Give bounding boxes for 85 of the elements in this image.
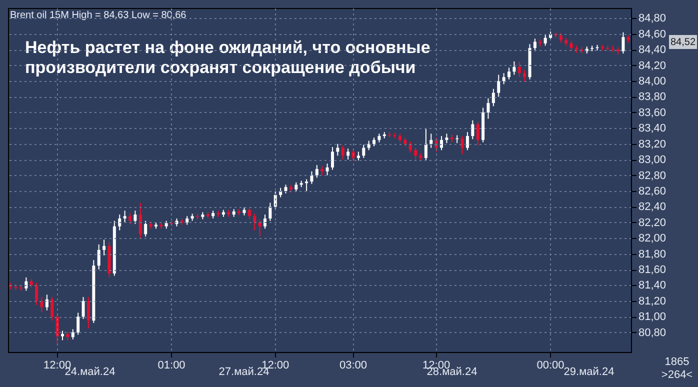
candlestick (253, 213, 256, 231)
candlestick (440, 136, 444, 151)
candlestick (544, 33, 547, 46)
candlestick (310, 170, 314, 184)
candlestick (476, 121, 480, 146)
candlestick (315, 164, 318, 178)
candlestick (82, 296, 85, 320)
candlestick (424, 128, 428, 161)
y-tick-label: 82,40 (638, 201, 666, 214)
candlestick (268, 202, 272, 222)
text: 27.май.24 (218, 366, 270, 378)
candlestick (118, 214, 122, 231)
candlestick (497, 74, 500, 98)
candlestick (362, 144, 366, 159)
y-tick-label: 84,60 (638, 28, 666, 40)
annotation: Brent oil 15M High = 84,63 Low = 80,66 (10, 10, 187, 21)
candlestick (128, 212, 132, 224)
y-tick-label: 83,80 (638, 91, 666, 104)
candlestick (50, 296, 54, 322)
candlestick (533, 38, 536, 52)
y-tick-label: 84,20 (638, 60, 666, 72)
candlestick (258, 220, 262, 238)
candlestick (445, 133, 448, 144)
candlestick (76, 312, 80, 336)
candlestick (502, 72, 506, 85)
candlestick (330, 146, 334, 170)
candlestick (320, 165, 324, 176)
candlestick (45, 294, 48, 311)
candlestick (507, 67, 510, 80)
y-tick-label: 81,60 (638, 264, 666, 276)
candlestick (430, 133, 433, 148)
y-tick-label: 84,40 (638, 44, 666, 56)
y-tick-label: 81,20 (638, 295, 666, 308)
y-tick-label: 84,00 (638, 76, 666, 88)
candlestick (460, 136, 464, 155)
y-tick-label: 81,40 (638, 280, 666, 292)
candlestick (71, 328, 74, 340)
candlestick (61, 330, 64, 341)
y-tick-label: 82,00 (638, 232, 666, 245)
candlestick (346, 148, 350, 160)
candlestick (123, 210, 126, 223)
candlestick (518, 60, 521, 78)
candlestick (326, 163, 329, 176)
y-tick-label: 81,00 (638, 311, 666, 324)
candlestick (492, 88, 495, 107)
x-tick-label: 03:00 (339, 360, 368, 372)
candlestick (305, 178, 308, 192)
candlestick (138, 202, 142, 239)
y-tick-label: 83,00 (638, 154, 666, 166)
y-tick-label: 80,80 (638, 326, 666, 339)
text: 84,52 (670, 37, 696, 48)
y-tick-label: 82,80 (638, 170, 666, 182)
candlestick (35, 282, 38, 306)
candlestick (523, 70, 526, 82)
candlestick (486, 98, 490, 120)
candlestick (102, 239, 106, 256)
y-tick-label: 83,40 (638, 122, 666, 135)
candlestick (248, 206, 251, 220)
text: >264< (661, 369, 693, 381)
y-tick-label: 83,60 (638, 106, 666, 119)
y-tick-label: 82,60 (638, 185, 666, 198)
x-tick-label: 01:00 (158, 360, 186, 372)
y-tick-label: 84,80 (638, 12, 666, 25)
y-tick-label: 82,20 (638, 216, 666, 229)
candlestick (471, 120, 474, 140)
candlestick (570, 40, 573, 52)
candlestick (414, 147, 418, 160)
candlestick (367, 140, 370, 151)
candlestick (294, 182, 298, 192)
y-tick-label: 83,20 (638, 138, 666, 150)
text: 29.май.24 (564, 366, 614, 378)
candlestick (86, 296, 90, 329)
candlestick (263, 214, 266, 230)
text: 24.май.24 (64, 366, 116, 378)
y-tick-label: 81,80 (638, 248, 666, 260)
candlestick (622, 32, 625, 54)
x-tick-label: 00:00 (536, 360, 564, 372)
candlestick (97, 244, 100, 270)
candlestick (134, 210, 137, 224)
candlestick (559, 32, 562, 44)
candlestick (512, 60, 516, 76)
text: 1865 (664, 356, 690, 368)
candlestick (144, 220, 148, 238)
candlestick (341, 144, 344, 160)
candlestick (466, 132, 469, 151)
